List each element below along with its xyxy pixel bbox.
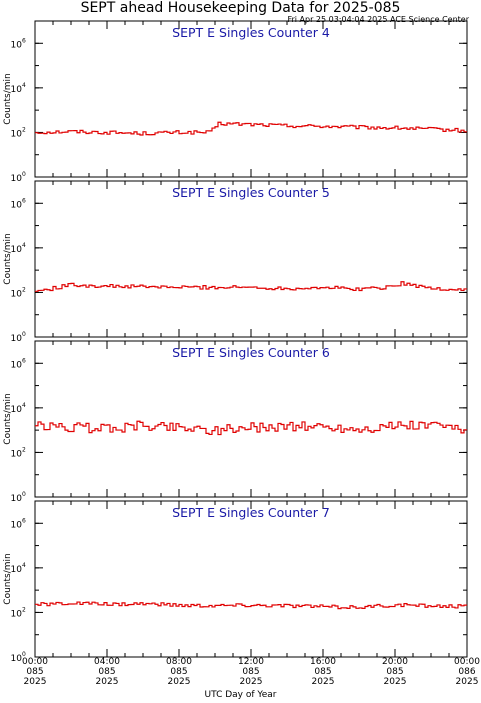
x-tick-label-doy: 085 xyxy=(26,667,43,677)
y-tick-label-base: 10 xyxy=(11,654,23,664)
y-tick-label-base: 10 xyxy=(11,40,23,50)
y-axis-label: Counts/min xyxy=(3,393,13,444)
y-axis-label: Counts/min xyxy=(3,233,13,284)
y-tick-label-exponent: 4 xyxy=(22,242,26,249)
plot-frame xyxy=(34,500,468,658)
y-tick-label-base: 10 xyxy=(11,85,23,95)
series-line xyxy=(35,121,467,136)
series-line xyxy=(35,601,467,610)
series-line xyxy=(35,420,467,436)
y-tick-label-base: 10 xyxy=(11,494,23,504)
y-tick-label-exponent: 2 xyxy=(22,126,26,133)
x-tick-label-year: 2025 xyxy=(384,677,407,687)
y-tick-label-base: 10 xyxy=(11,520,23,530)
panel-title: SEPT E Singles Counter 5 xyxy=(172,185,330,200)
x-tick-label-year: 2025 xyxy=(456,677,479,687)
y-tick-label-base: 10 xyxy=(11,449,23,459)
x-axis-label: UTC Day of Year xyxy=(204,690,277,700)
y-tick-label-exponent: 6 xyxy=(22,37,26,44)
y-tick-label-exponent: 0 xyxy=(22,491,26,498)
x-tick-label-doy: 085 xyxy=(98,667,115,677)
y-tick-label-exponent: 0 xyxy=(22,651,26,658)
y-tick-label-exponent: 6 xyxy=(22,197,26,204)
x-tick-label-time: 00:00 xyxy=(454,657,480,667)
y-tick-label-base: 10 xyxy=(11,609,23,619)
y-tick-label-exponent: 2 xyxy=(22,606,26,613)
y-tick-label-exponent: 6 xyxy=(22,357,26,364)
x-tick-label-time: 08:00 xyxy=(166,657,192,667)
x-tick-label-year: 2025 xyxy=(96,677,119,687)
x-tick-label-doy: 086 xyxy=(458,667,475,677)
y-tick-label-exponent: 4 xyxy=(22,82,26,89)
x-tick-label-year: 2025 xyxy=(312,677,335,687)
x-tick-label-year: 2025 xyxy=(24,677,47,687)
y-tick-label-exponent: 0 xyxy=(22,171,26,178)
y-tick-label-base: 10 xyxy=(11,405,23,415)
panel-title: SEPT E Singles Counter 7 xyxy=(172,505,330,520)
y-tick-label-exponent: 6 xyxy=(22,517,26,524)
plot-frame xyxy=(34,20,468,178)
y-axis-label: Counts/min xyxy=(3,73,13,124)
plot-frame xyxy=(34,180,468,338)
y-tick-label-base: 10 xyxy=(11,245,23,255)
y-tick-label-exponent: 0 xyxy=(22,331,26,338)
x-tick-label-time: 12:00 xyxy=(238,657,264,667)
y-tick-label-base: 10 xyxy=(11,129,23,139)
panel-title: SEPT E Singles Counter 4 xyxy=(172,25,330,40)
y-tick-label-base: 10 xyxy=(11,360,23,370)
x-tick-label-doy: 085 xyxy=(386,667,403,677)
y-tick-label-exponent: 4 xyxy=(22,562,26,569)
y-axis-label: Counts/min xyxy=(3,553,13,604)
panel-title: SEPT E Singles Counter 6 xyxy=(172,345,330,360)
x-tick-label-doy: 085 xyxy=(242,667,259,677)
y-tick-label-base: 10 xyxy=(11,174,23,184)
x-tick-label-time: 16:00 xyxy=(310,657,336,667)
y-tick-label-base: 10 xyxy=(11,334,23,344)
y-tick-label-base: 10 xyxy=(11,200,23,210)
y-tick-label-exponent: 2 xyxy=(22,446,26,453)
plot-frame xyxy=(34,340,468,498)
x-tick-label-year: 2025 xyxy=(240,677,263,687)
x-tick-label-time: 04:00 xyxy=(94,657,120,667)
page-title: SEPT ahead Housekeeping Data for 2025-08… xyxy=(80,0,401,16)
x-tick-label-doy: 085 xyxy=(314,667,331,677)
y-tick-label-exponent: 4 xyxy=(22,402,26,409)
y-tick-label-base: 10 xyxy=(11,289,23,299)
x-tick-label-time: 00:00 xyxy=(22,657,48,667)
series-line xyxy=(35,281,467,292)
y-tick-label-exponent: 2 xyxy=(22,286,26,293)
generation-timestamp: Fri Apr 25 03:04:04 2025 ACE Science Cen… xyxy=(287,15,469,24)
x-tick-label-doy: 085 xyxy=(170,667,187,677)
x-tick-label-time: 20:00 xyxy=(382,657,408,667)
x-tick-label-year: 2025 xyxy=(168,677,191,687)
y-tick-label-base: 10 xyxy=(11,565,23,575)
